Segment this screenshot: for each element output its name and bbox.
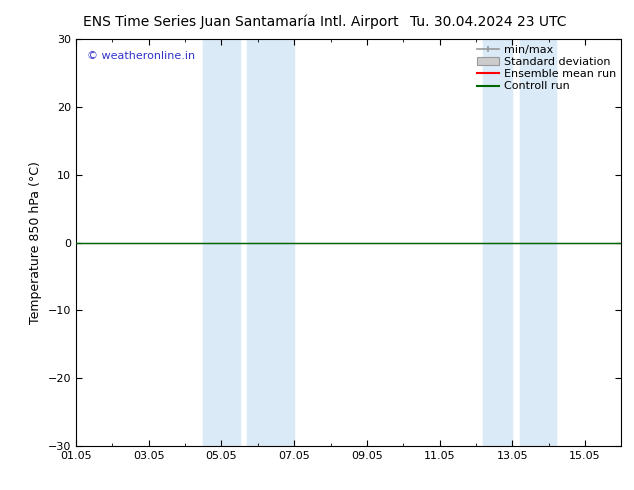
Bar — [519, 39, 556, 446]
Bar — [483, 39, 512, 446]
Text: ENS Time Series Juan Santamaría Intl. Airport: ENS Time Series Juan Santamaría Intl. Ai… — [83, 15, 399, 29]
Bar — [204, 39, 240, 446]
Text: © weatheronline.in: © weatheronline.in — [87, 51, 195, 61]
Bar — [247, 39, 294, 446]
Y-axis label: Temperature 850 hPa (°C): Temperature 850 hPa (°C) — [29, 161, 42, 324]
Legend: min/max, Standard deviation, Ensemble mean run, Controll run: min/max, Standard deviation, Ensemble me… — [475, 43, 618, 94]
Text: Tu. 30.04.2024 23 UTC: Tu. 30.04.2024 23 UTC — [410, 15, 566, 29]
